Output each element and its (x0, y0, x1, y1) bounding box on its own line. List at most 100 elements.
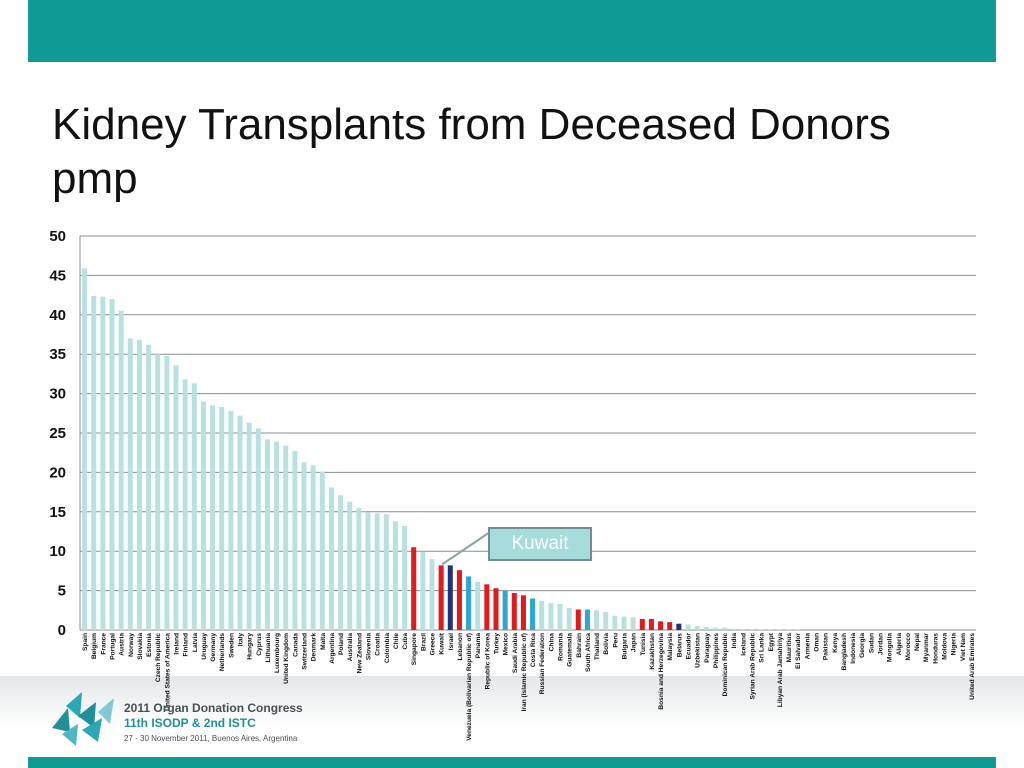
x-tick-label: Cyprus (256, 633, 263, 656)
bar-italy (237, 415, 243, 630)
x-tick-label: United Kingdom (283, 633, 290, 684)
x-tick-label: Netherlands (219, 633, 226, 671)
y-tick-label: 35 (49, 346, 66, 363)
bar-austria (118, 310, 124, 630)
x-tick-label: Viet Nam (960, 633, 967, 661)
bar-norway (127, 338, 133, 630)
bar-latvia (191, 383, 197, 630)
bar-iran-islamic-republic-of (520, 595, 526, 630)
callout-connector (441, 531, 491, 566)
x-tick-label: United Arab Emirates (969, 633, 976, 700)
top-banner (28, 0, 996, 62)
x-tick-label: Algeria (896, 633, 903, 656)
bar-panama (475, 581, 481, 630)
x-tick-label: Bangladesh (841, 633, 848, 670)
bar-hungary (246, 422, 252, 630)
x-tick-label: Honduras (932, 633, 939, 664)
bar-russian-federation (539, 600, 545, 630)
x-tick-label: Denmark (311, 633, 318, 662)
x-tick-label: United States of America (164, 633, 171, 711)
bar-iceland (740, 628, 746, 630)
x-tick-label: Mongolia (887, 633, 894, 662)
x-tick-label: Nigeria (951, 633, 958, 656)
y-tick-label: 25 (49, 425, 66, 442)
x-tick-label: Hungary (247, 633, 254, 660)
bar-estonia (146, 344, 152, 630)
y-tick-label: 45 (49, 267, 66, 284)
x-tick-label: Sudan (868, 633, 875, 653)
bar-czech-republic (155, 354, 161, 630)
x-tick-label: Thailand (594, 633, 601, 660)
x-tick-label: Pakistan (823, 633, 830, 660)
bar-kazakhstan (648, 618, 654, 630)
bar-canada (292, 451, 298, 630)
bar-ireland (173, 365, 179, 630)
bottom-banner (28, 757, 996, 768)
bar-kuwait (438, 565, 444, 630)
x-tick-label: Paraguay (704, 633, 711, 663)
x-tick-label: Lebanon (457, 633, 464, 660)
x-tick-label: Dominican Republic (722, 633, 729, 697)
bar-bolivia (603, 611, 609, 630)
bar-france (100, 296, 106, 630)
x-tick-label: Mexico (503, 633, 510, 655)
bar-united-kingdom (283, 445, 289, 630)
bar-dominican-republic (722, 627, 728, 630)
bar-malta (319, 471, 325, 630)
bar-philippines (712, 627, 718, 630)
bar-brazil (420, 551, 426, 630)
x-tick-label: Colombia (384, 633, 391, 663)
x-tick-label: Brazil (420, 633, 427, 651)
bar-uzbekistan (694, 626, 700, 630)
x-tick-label: Panama (475, 633, 482, 659)
x-tick-label: Sri Lanka (759, 633, 766, 663)
bar-south-africa (584, 609, 590, 630)
x-tick-label: Austria (119, 633, 126, 656)
x-tick-label: Greece (430, 633, 437, 656)
x-tick-label: Republic of Korea (484, 633, 491, 690)
x-tick-label: Malta (320, 633, 327, 650)
bar-slovenia (365, 512, 371, 630)
x-tick-label: Uruguay (201, 633, 208, 660)
x-tick-label: Ecuador (686, 633, 693, 660)
x-tick-label: Germany (210, 633, 217, 662)
bar-germany (210, 405, 216, 630)
bar-costa-rica (530, 598, 536, 630)
x-tick-label: Japan (631, 633, 638, 652)
x-tick-label: Norway (128, 633, 135, 657)
x-tick-label: Finland (183, 633, 190, 656)
x-tick-label: Costa Rica (530, 633, 537, 667)
y-tick-label: 5 (58, 583, 66, 600)
x-tick-label: Ireland (174, 633, 181, 655)
bar-slovakia (136, 340, 142, 630)
x-tick-label: Armenia (804, 633, 811, 660)
x-tick-label: Saudi Arabia (512, 633, 519, 673)
bar-israel (447, 565, 453, 630)
kuwait-callout: Kuwait (488, 527, 592, 561)
bar-united-states-of-america (164, 355, 170, 630)
bar-netherlands (219, 406, 225, 630)
bar-croatia (374, 513, 380, 630)
bar-mauritius (786, 629, 792, 630)
bar-peru (612, 615, 618, 630)
x-tick-label: Kuwait (439, 632, 446, 654)
y-tick-label: 15 (49, 504, 66, 521)
bar-cyprus (255, 428, 261, 630)
bar-japan (630, 617, 636, 630)
bar-greece (429, 559, 435, 630)
x-tick-label: Uzbekistan (695, 633, 702, 668)
bar-australia (347, 501, 353, 630)
x-tick-label: Venezuela (Bolivarian Republic of) (466, 633, 473, 741)
bar-china (548, 603, 554, 630)
x-tick-label: Romania (558, 633, 565, 661)
bar-belarus (676, 623, 682, 630)
bar-argentina (328, 487, 334, 630)
bar-tunisia (639, 618, 645, 630)
x-tick-label: Syrian Arab Republic (750, 633, 757, 700)
x-tick-label: Turkey (494, 633, 501, 654)
x-tick-label: Switzerland (302, 633, 309, 670)
bar-syrian-arab-republic (749, 629, 755, 630)
bar-malaysia (667, 622, 673, 630)
bar-paraguay (703, 626, 709, 630)
